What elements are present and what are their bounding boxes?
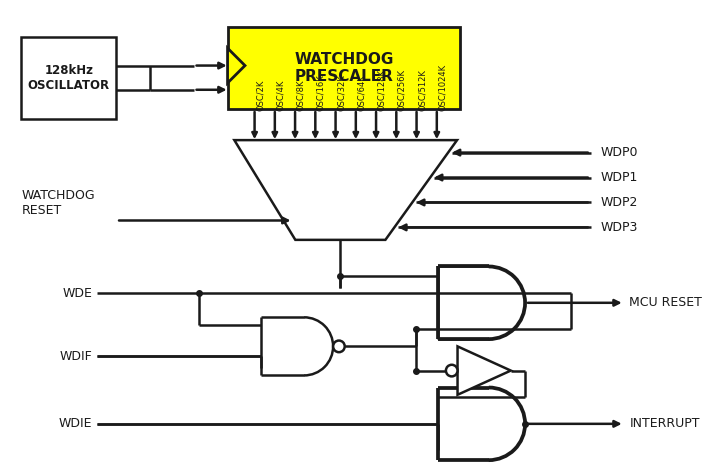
- Text: MCU RESET: MCU RESET: [630, 296, 702, 309]
- Polygon shape: [227, 48, 245, 83]
- Bar: [227, 27, 460, 109]
- Text: OSC/64K: OSC/64K: [356, 74, 366, 111]
- Text: OSC/4K: OSC/4K: [276, 80, 284, 111]
- Text: INTERRUPT: INTERRUPT: [630, 417, 700, 430]
- Circle shape: [446, 365, 458, 376]
- Text: WDP2: WDP2: [600, 196, 637, 209]
- Text: OSC/8K: OSC/8K: [296, 80, 305, 111]
- Text: WDP3: WDP3: [600, 221, 637, 234]
- Text: WDE: WDE: [62, 287, 92, 300]
- Text: OSC/32K: OSC/32K: [337, 74, 346, 111]
- Circle shape: [333, 341, 344, 352]
- Text: OSC/1024K: OSC/1024K: [438, 64, 447, 111]
- Text: 128kHz
OSCILLATOR: 128kHz OSCILLATOR: [28, 64, 110, 92]
- Text: WDIF: WDIF: [59, 349, 92, 363]
- Text: OSC/512K: OSC/512K: [418, 69, 426, 111]
- Text: OSC/16K: OSC/16K: [317, 74, 325, 111]
- Text: WDP0: WDP0: [600, 146, 638, 159]
- Text: OSC/128K: OSC/128K: [377, 69, 386, 111]
- Polygon shape: [235, 140, 457, 240]
- Text: WDIE: WDIE: [58, 417, 92, 430]
- Text: WATCHDOG
PRESCALER: WATCHDOG PRESCALER: [294, 52, 394, 84]
- Text: OSC/2K: OSC/2K: [255, 80, 265, 111]
- Text: OSC/256K: OSC/256K: [397, 69, 406, 111]
- Text: WATCHDOG
RESET: WATCHDOG RESET: [21, 189, 95, 217]
- Text: WDP1: WDP1: [600, 171, 637, 184]
- Polygon shape: [458, 346, 511, 395]
- Bar: [21, 37, 116, 119]
